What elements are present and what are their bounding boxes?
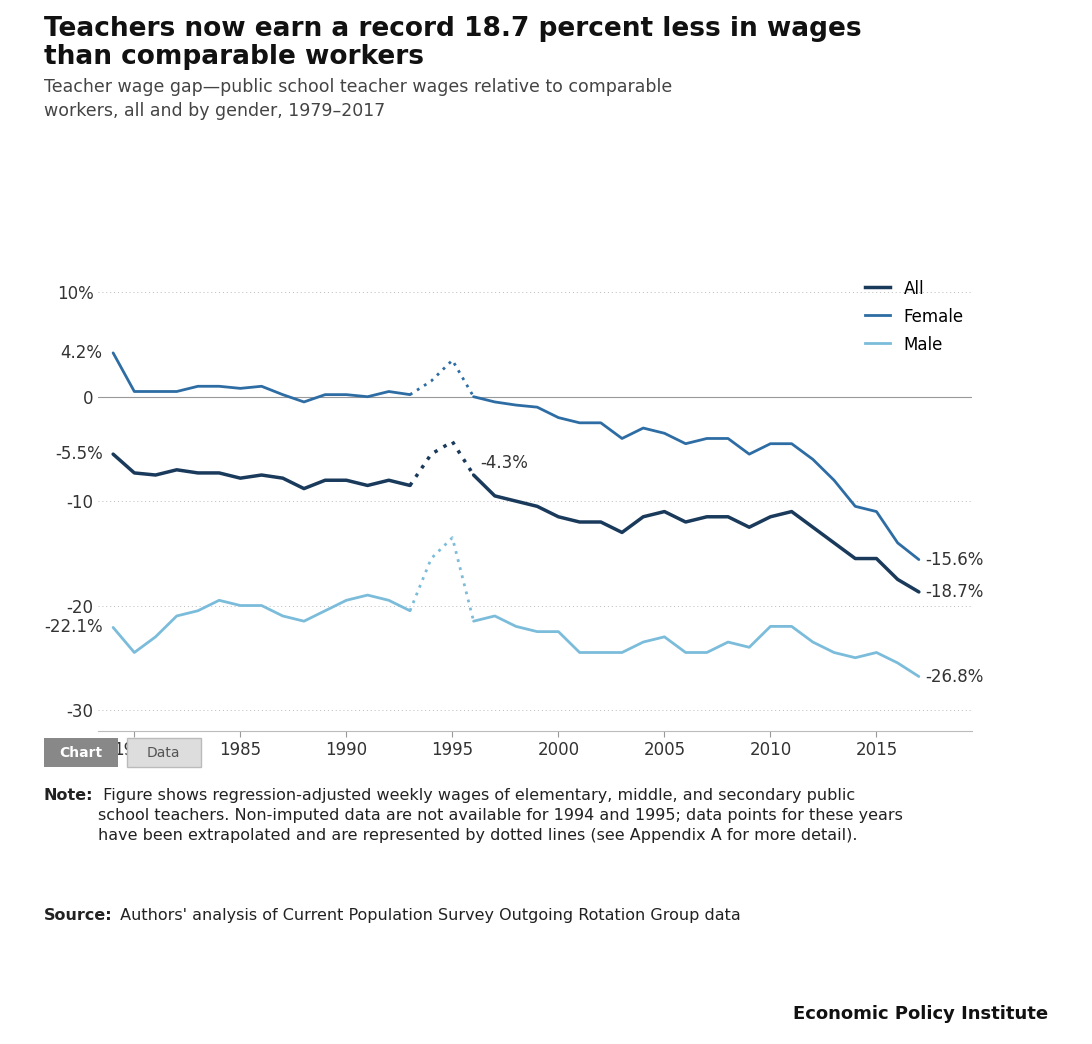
Text: Economic Policy Institute: Economic Policy Institute bbox=[793, 1005, 1048, 1023]
Text: -22.1%: -22.1% bbox=[44, 618, 103, 637]
Text: than comparable workers: than comparable workers bbox=[44, 44, 424, 70]
Text: Note:: Note: bbox=[44, 788, 93, 803]
Text: -15.6%: -15.6% bbox=[925, 550, 984, 569]
Text: Teacher wage gap—public school teacher wages relative to comparable
workers, all: Teacher wage gap—public school teacher w… bbox=[44, 78, 672, 120]
Text: 4.2%: 4.2% bbox=[60, 343, 103, 362]
Text: -5.5%: -5.5% bbox=[55, 445, 103, 464]
Legend: All, Female, Male: All, Female, Male bbox=[865, 280, 963, 354]
Text: Teachers now earn a record 18.7 percent less in wages: Teachers now earn a record 18.7 percent … bbox=[44, 16, 862, 42]
Text: Data: Data bbox=[147, 745, 180, 760]
Text: -18.7%: -18.7% bbox=[925, 583, 984, 601]
Text: Authors' analysis of Current Population Survey Outgoing Rotation Group data: Authors' analysis of Current Population … bbox=[115, 908, 740, 923]
Text: Source:: Source: bbox=[44, 908, 112, 923]
Text: Chart: Chart bbox=[59, 745, 103, 760]
Text: -4.3%: -4.3% bbox=[480, 454, 527, 472]
Text: -26.8%: -26.8% bbox=[925, 667, 984, 686]
Text: Figure shows regression-adjusted weekly wages of elementary, middle, and seconda: Figure shows regression-adjusted weekly … bbox=[98, 788, 903, 843]
